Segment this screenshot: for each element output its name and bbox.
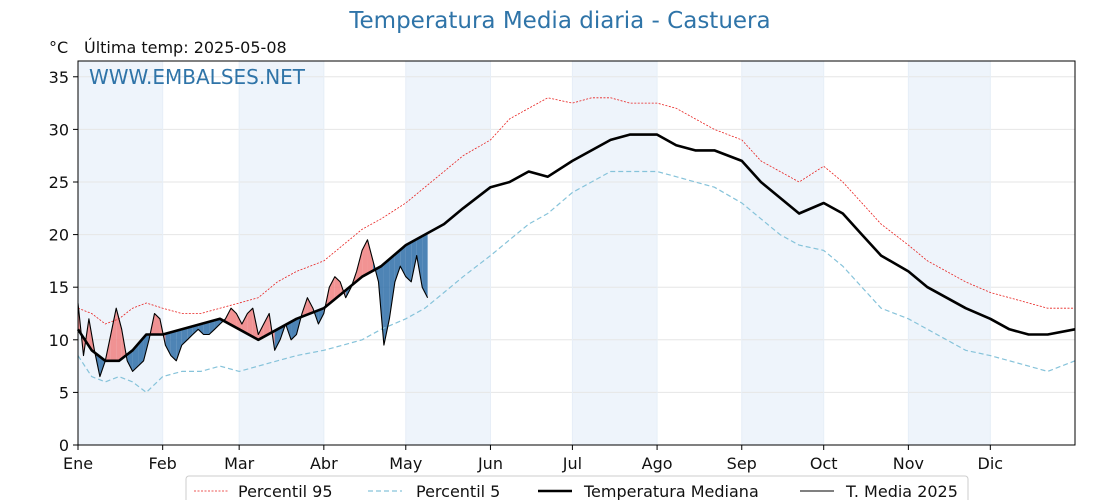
t2025-line [77, 239, 429, 378]
month-band [908, 61, 991, 445]
y-tick-label: 10 [49, 331, 69, 350]
x-tick-label: Mar [224, 454, 255, 473]
above-median-fill [367, 239, 374, 274]
below-median-fill [170, 330, 177, 361]
y-axis-ticks: 0 5 10 15 20 25 30 35 [49, 68, 78, 455]
y-tick-label: 15 [49, 278, 69, 297]
above-median-fill [83, 318, 89, 356]
month-band [78, 61, 163, 445]
y-tick-label: 30 [49, 120, 69, 139]
above-median-fill [236, 313, 242, 331]
x-axis-ticks: Ene Feb Mar Abr May Jun Jul Ago Sep Oct Nov Dic [63, 445, 1003, 473]
x-tick-label: Abr [310, 454, 338, 473]
chart-title: Temperatura Media diaria - Castuera [349, 8, 771, 34]
x-tick-label: Jul [562, 454, 582, 473]
above-median-fill [362, 239, 368, 277]
above-median-fill [329, 276, 335, 304]
above-median-fill [230, 308, 237, 328]
y-tick-label: 25 [49, 173, 69, 192]
below-median-fill [389, 254, 395, 319]
month-band [572, 61, 658, 445]
x-tick-label: Feb [149, 454, 177, 473]
legend-label-p95: Percentil 95 [238, 482, 333, 500]
series-lines [76, 97, 1076, 393]
below-median-fill [274, 327, 281, 351]
below-median-fill [165, 332, 171, 356]
plot-frame [77, 60, 1076, 446]
below-median-fill [405, 242, 412, 282]
below-median-fill [318, 308, 324, 325]
below-median-fill [198, 323, 204, 335]
below-median-fill [214, 318, 221, 330]
x-tick-label: Ago [642, 454, 673, 473]
y-tick-label: 20 [49, 226, 69, 245]
below-median-fill [203, 321, 210, 335]
below-median-fill [132, 344, 139, 372]
watermark: WWW.EMBALSES.NET [89, 65, 306, 89]
below-median-fill [411, 239, 417, 282]
legend-label-median: Temperatura Mediana [583, 482, 759, 500]
p5-line [77, 170, 1076, 393]
month-band [741, 61, 824, 445]
above-median-fill [110, 308, 117, 361]
below-median-fill [291, 318, 297, 340]
unit-label: °C [49, 38, 69, 57]
below-median-fill [176, 329, 182, 361]
x-tick-label: Nov [893, 454, 924, 473]
month-band [239, 61, 324, 445]
legend-box [185, 475, 969, 500]
below-median-fill [127, 350, 133, 372]
above-median-fill [247, 308, 253, 337]
y-tick-label: 5 [59, 383, 69, 402]
x-tick-label: Ene [63, 454, 93, 473]
above-median-fill [356, 250, 363, 282]
above-median-fill [116, 308, 122, 361]
median-line [76, 133, 1076, 363]
last-temp-label: Última temp: 2025-05-08 [84, 38, 287, 57]
x-tick-label: Dic [978, 454, 1004, 473]
legend: Percentil 95 Percentil 5 Temperatura Media… [185, 475, 969, 500]
above-median-fill [241, 313, 248, 334]
legend-label-p5: Percentil 5 [416, 482, 500, 500]
x-tick-label: Jun [477, 454, 503, 473]
below-median-fill [422, 233, 428, 298]
above-median-fill [225, 308, 231, 325]
above-median-fill [263, 313, 270, 337]
below-median-fill [209, 320, 215, 335]
legend-label-t2025: T. Media 2025 [845, 482, 958, 500]
below-median-fill [187, 326, 193, 340]
y-tick-label: 35 [49, 68, 69, 87]
below-median-fill [416, 236, 423, 288]
below-median-fill [138, 337, 144, 367]
above-median-fill [154, 313, 160, 335]
p95-line [77, 97, 1075, 325]
above-median-fill [258, 324, 264, 340]
x-tick-label: May [389, 454, 422, 473]
above-median-fill [334, 276, 341, 300]
y-tick-label: 0 [59, 436, 69, 455]
month-bands [78, 61, 991, 445]
x-tick-label: Sep [727, 454, 757, 473]
above-median-fill [307, 297, 313, 315]
x-tick-label: Oct [810, 454, 838, 473]
below-median-fill [394, 249, 401, 282]
